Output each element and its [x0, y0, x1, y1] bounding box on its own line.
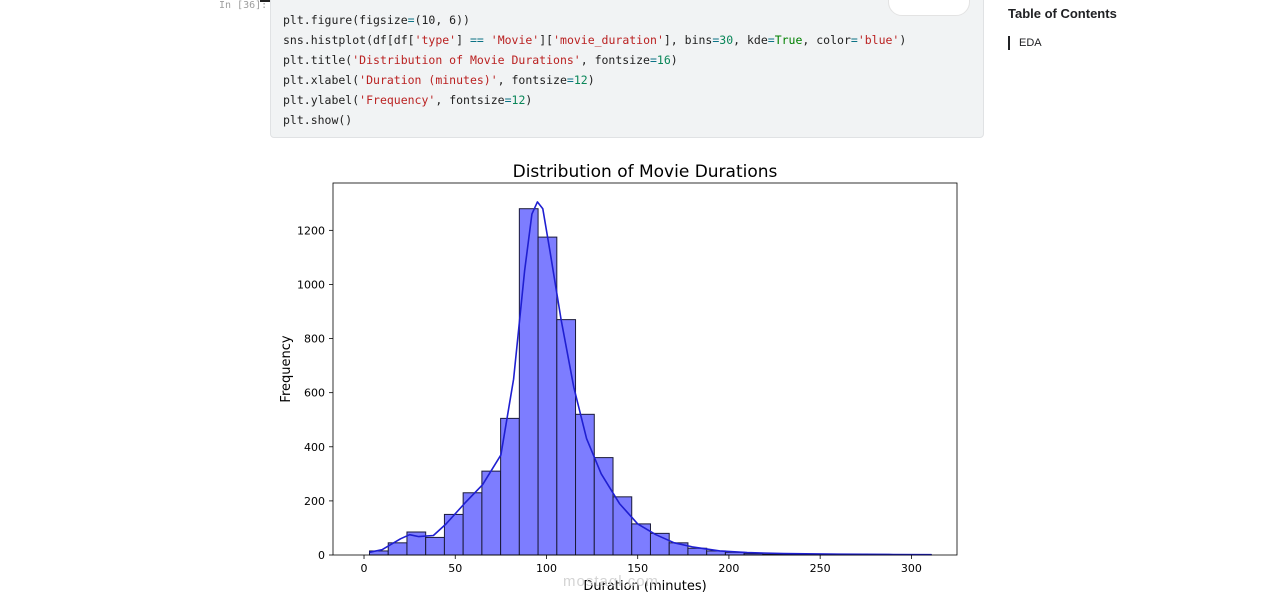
- x-tick-label: 50: [448, 562, 462, 575]
- x-tick-label: 150: [627, 562, 648, 575]
- x-tick-label: 100: [536, 562, 557, 575]
- y-tick-label: 800: [304, 333, 325, 346]
- y-tick-label: 200: [304, 495, 325, 508]
- table-of-contents: Table of Contents EDA: [1008, 6, 1117, 50]
- code-cell[interactable]: plt.figure(figsize=(10, 6)) sns.histplot(…: [270, 0, 984, 138]
- kde-line: [369, 201, 932, 556]
- histogram-bar: [556, 319, 577, 556]
- watermark: mostaql.com: [563, 573, 660, 590]
- code-line: plt.figure(figsize=(10, 6)): [283, 13, 470, 27]
- x-tick-label: 200: [718, 562, 739, 575]
- histogram-bar: [593, 457, 614, 556]
- y-tick-label: 600: [304, 387, 325, 400]
- histogram-bar: [425, 536, 445, 556]
- x-tick-label: 0: [361, 562, 368, 575]
- y-tick-label: 1200: [297, 224, 325, 237]
- y-axis-label: Frequency: [279, 335, 294, 402]
- histogram-bar: [443, 513, 464, 556]
- histogram-bar: [612, 496, 633, 556]
- toc-item-eda[interactable]: EDA: [1008, 36, 1117, 50]
- y-tick-label: 400: [304, 441, 325, 454]
- toc-title: Table of Contents: [1008, 6, 1117, 21]
- y-tick-label: 1000: [297, 278, 325, 291]
- code-editor[interactable]: plt.figure(figsize=(10, 6)) sns.histplot(…: [283, 10, 906, 130]
- code-line: plt.ylabel('Frequency', fontsize=12): [283, 93, 533, 107]
- x-axis-label: Duration (minutes): [583, 579, 706, 594]
- x-tick-label: 250: [810, 562, 831, 575]
- histogram-bar: [575, 413, 595, 556]
- code-line: sns.histplot(df[df['type'] == 'Movie']['…: [283, 33, 907, 47]
- plot-frame: [332, 182, 958, 556]
- code-line: plt.title('Distribution of Movie Duratio…: [283, 53, 678, 67]
- x-tick-label: 300: [901, 562, 922, 575]
- histogram-bar: [481, 470, 502, 556]
- y-tick-label: 0: [318, 549, 325, 562]
- cell-prompt: In [36]:: [219, 0, 268, 11]
- histogram-bar: [537, 236, 558, 556]
- chart-title: Distribution of Movie Durations: [513, 162, 778, 182]
- histogram-bar: [518, 208, 539, 556]
- histogram-bar: [631, 523, 651, 556]
- code-line: plt.show(): [283, 113, 353, 127]
- code-line: plt.xlabel('Duration (minutes)', fontsiz…: [283, 73, 595, 87]
